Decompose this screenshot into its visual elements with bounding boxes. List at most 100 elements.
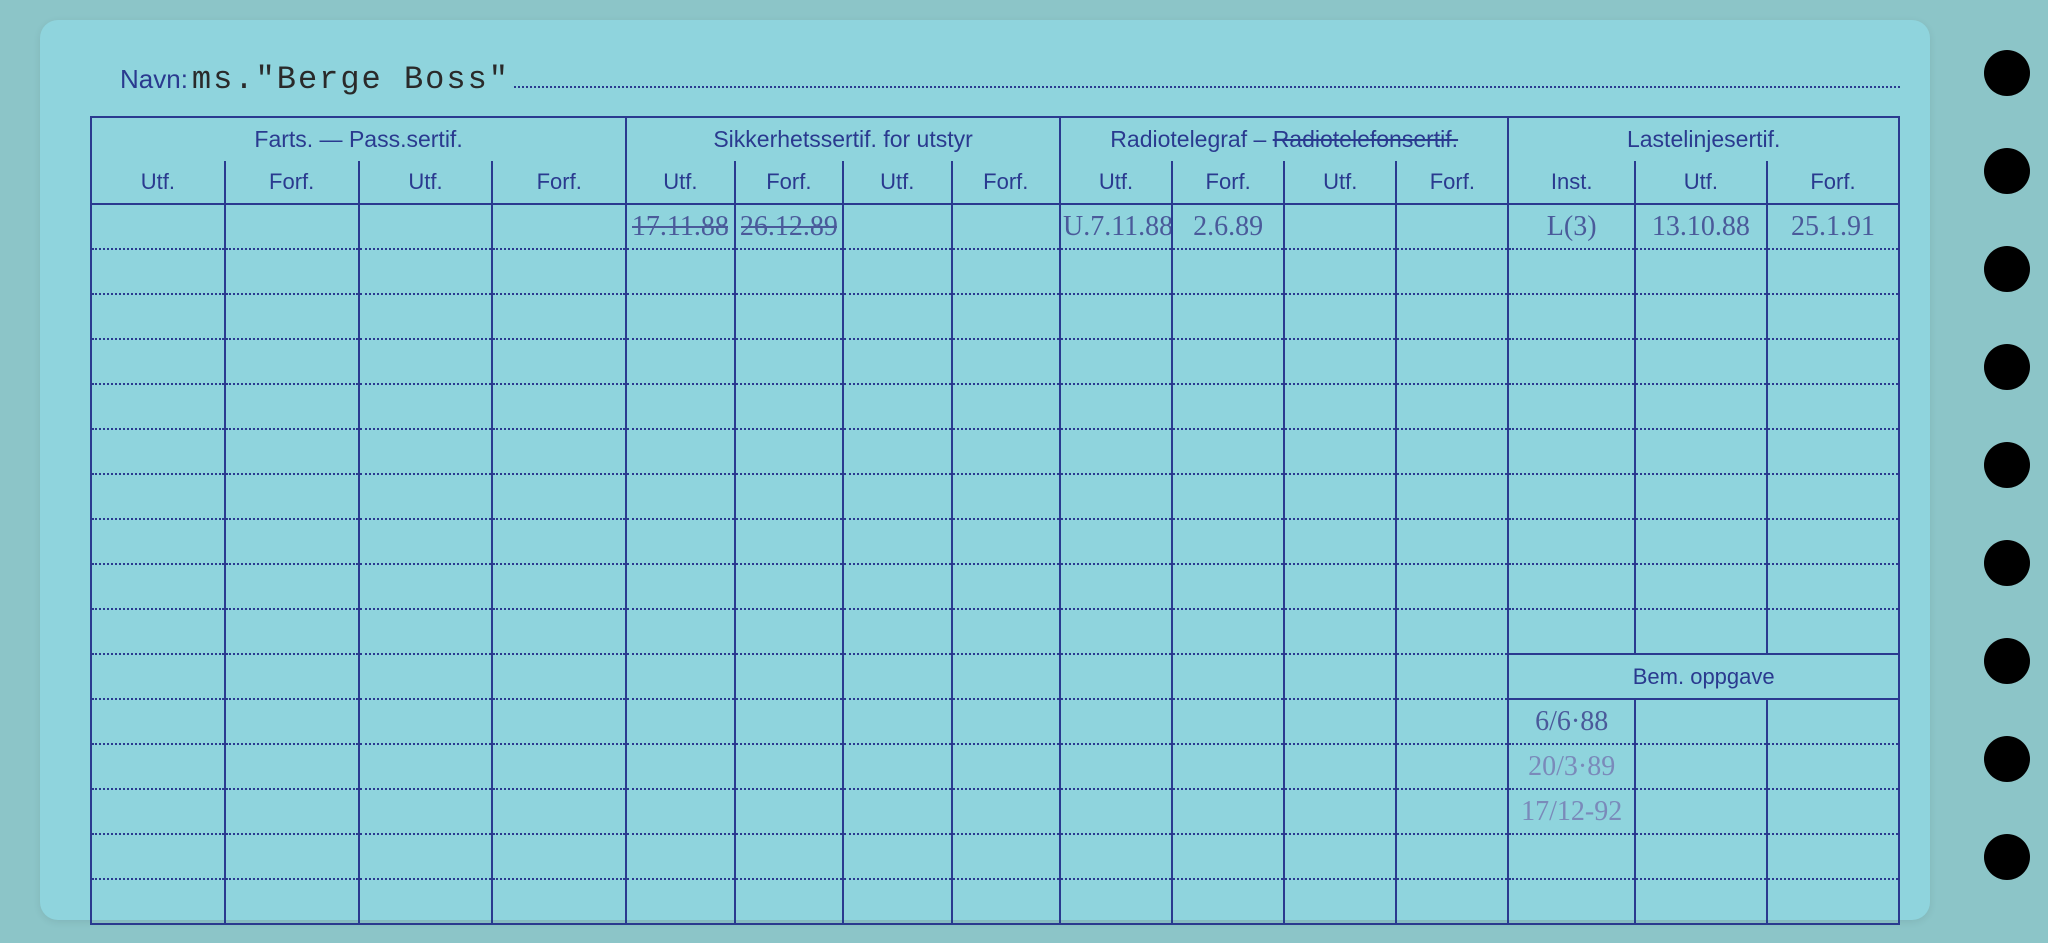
table-cell [735,519,843,564]
table-cell [1767,834,1899,879]
table-cell [1172,519,1284,564]
table-cell [1396,834,1508,879]
table-cell [91,429,225,474]
group-header-cell: Radiotelegraf – Radiotelefonsertif. [1060,117,1508,161]
table-cell [952,834,1060,879]
table-cell [1508,429,1635,474]
table-cell [492,654,626,699]
table-cell [1284,654,1396,699]
table-cell [1396,204,1508,249]
table-cell: 13.10.88 [1635,204,1767,249]
table-cell [1767,879,1899,924]
table-cell [843,789,951,834]
table-cell [952,699,1060,744]
sub-header-cell: Inst. [1508,161,1635,204]
sub-header-cell: Forf. [492,161,626,204]
table-cell [735,834,843,879]
table-cell [1284,249,1396,294]
name-row: Navn: ms."Berge Boss" [90,60,1900,98]
table-cell [735,294,843,339]
table-cell [1172,744,1284,789]
table-cell [952,294,1060,339]
table-cell [1284,744,1396,789]
table-cell [626,429,734,474]
table-row [91,339,1899,384]
table-cell [1172,429,1284,474]
sub-header-cell: Forf. [1767,161,1899,204]
table-cell [91,609,225,654]
table-cell [1060,744,1172,789]
table-cell [1767,609,1899,654]
table-cell [1172,609,1284,654]
table-cell [225,339,359,384]
table-cell [1635,834,1767,879]
table-cell [492,744,626,789]
table-cell [952,429,1060,474]
binder-holes [1984,50,2030,880]
hole-icon [1984,638,2030,684]
table-row [91,249,1899,294]
table-cell: 26.12.89 [735,204,843,249]
sub-header-cell: Forf. [952,161,1060,204]
certificate-grid: Farts. — Pass.sertif.Sikkerhetssertif. f… [90,116,1900,925]
table-row [91,564,1899,609]
table-cell [1172,294,1284,339]
table-cell [952,654,1060,699]
table-cell [91,879,225,924]
table-cell [492,834,626,879]
table-row [91,429,1899,474]
table-cell [1284,519,1396,564]
table-cell [359,474,493,519]
table-cell [359,834,493,879]
table-cell [735,654,843,699]
hole-icon [1984,442,2030,488]
table-cell [1635,294,1767,339]
table-cell [1508,609,1635,654]
table-cell [1284,879,1396,924]
table-cell [1396,879,1508,924]
table-cell [1060,429,1172,474]
table-row [91,384,1899,429]
table-cell [91,834,225,879]
table-cell [843,339,951,384]
sub-header-cell: Utf. [91,161,225,204]
table-cell [492,384,626,429]
table-cell [1172,474,1284,519]
table-cell [1635,879,1767,924]
table-row [91,519,1899,564]
table-cell [735,879,843,924]
table-cell [1396,564,1508,609]
table-cell [1635,564,1767,609]
table-cell [492,474,626,519]
table-cell [1396,744,1508,789]
table-cell [1284,564,1396,609]
table-cell [492,339,626,384]
sub-header-cell: Utf. [1635,161,1767,204]
table-cell [1396,699,1508,744]
table-cell [1060,699,1172,744]
table-cell [225,204,359,249]
table-cell [952,789,1060,834]
table-cell [843,429,951,474]
table-cell [225,654,359,699]
table-cell [952,339,1060,384]
table-cell [1396,789,1508,834]
table-cell [225,429,359,474]
table-cell [492,294,626,339]
table-cell [225,474,359,519]
table-cell [1508,339,1635,384]
table-cell [1172,699,1284,744]
table-cell [1060,519,1172,564]
table-cell [492,249,626,294]
table-cell [952,204,1060,249]
table-cell [1635,339,1767,384]
table-cell [952,609,1060,654]
table-cell [91,654,225,699]
table-cell [735,429,843,474]
table-cell [359,654,493,699]
table-cell [626,249,734,294]
table-cell [626,609,734,654]
table-body-lower: 6/6·8820/3·8917/12-92 [91,699,1899,924]
table-cell [225,699,359,744]
table-cell [1767,429,1899,474]
